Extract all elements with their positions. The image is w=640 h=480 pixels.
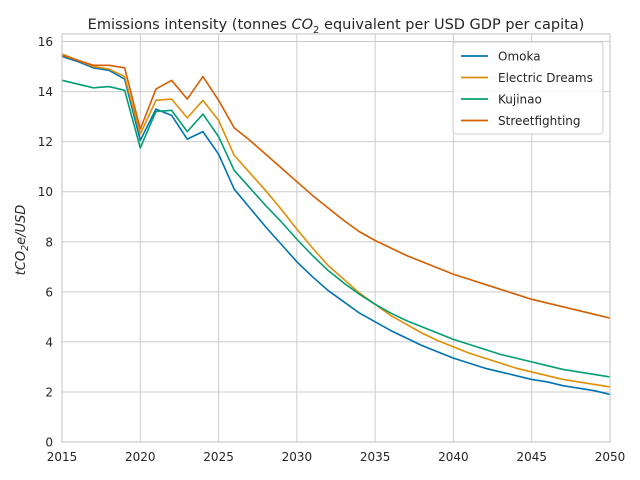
series-line-electric-dreams	[61, 53, 611, 388]
y-tick-label-0: 0	[45, 436, 53, 450]
y-tick-label-2: 2	[45, 385, 53, 399]
legend: Omoka Electric Dreams Kujinao Streetfightin…	[452, 41, 604, 135]
x-tick-label-2050: 2050	[595, 450, 626, 464]
series-line-omoka	[61, 55, 611, 396]
y-tick-labels: 0 2 4 6 8 10 12 14 16	[38, 35, 53, 449]
legend-label-omoka: Omoka	[498, 50, 541, 64]
y-tick-label-14: 14	[38, 85, 53, 99]
legend-label-streetfighting: Streetfighting	[498, 114, 581, 128]
series-line-kujinao	[61, 79, 611, 378]
chart-title: Emissions intensity (tonnes CO2 equivale…	[88, 17, 585, 36]
legend-label-electric-dreams: Electric Dreams	[498, 71, 593, 85]
x-tick-label-2025: 2025	[203, 450, 234, 464]
legend-box	[452, 41, 604, 135]
legend-label-kujinao: Kujinao	[498, 93, 542, 107]
legend-item-streetfighting: Streetfighting	[461, 114, 581, 128]
y-tick-label-8: 8	[45, 235, 53, 249]
y-tick-label-6: 6	[45, 285, 53, 299]
legend-item-omoka: Omoka	[461, 50, 541, 64]
legend-item-kujinao: Kujinao	[461, 93, 542, 107]
x-tick-label-2035: 2035	[360, 450, 391, 464]
series-lines	[61, 53, 611, 396]
y-tick-label-12: 12	[38, 135, 53, 149]
y-tick-label-16: 16	[38, 35, 53, 49]
y-axis-label: tCO2e/USD	[14, 205, 31, 276]
x-tick-label-2030: 2030	[282, 450, 313, 464]
y-tick-label-10: 10	[38, 185, 53, 199]
x-tick-label-2045: 2045	[516, 450, 547, 464]
legend-item-electric-dreams: Electric Dreams	[461, 71, 593, 85]
series-line-streetfighting	[61, 54, 611, 319]
plot-frame	[61, 33, 611, 443]
y-tick-label-4: 4	[45, 335, 53, 349]
x-tick-label-2020: 2020	[125, 450, 156, 464]
legend-items: Omoka Electric Dreams Kujinao Streetfightin…	[461, 50, 593, 128]
x-tick-label-2040: 2040	[438, 450, 469, 464]
x-tick-label-2015: 2015	[47, 450, 78, 464]
x-tick-labels: 2015 2020 2025 2030 2035 2040 2045 2050	[47, 450, 626, 464]
